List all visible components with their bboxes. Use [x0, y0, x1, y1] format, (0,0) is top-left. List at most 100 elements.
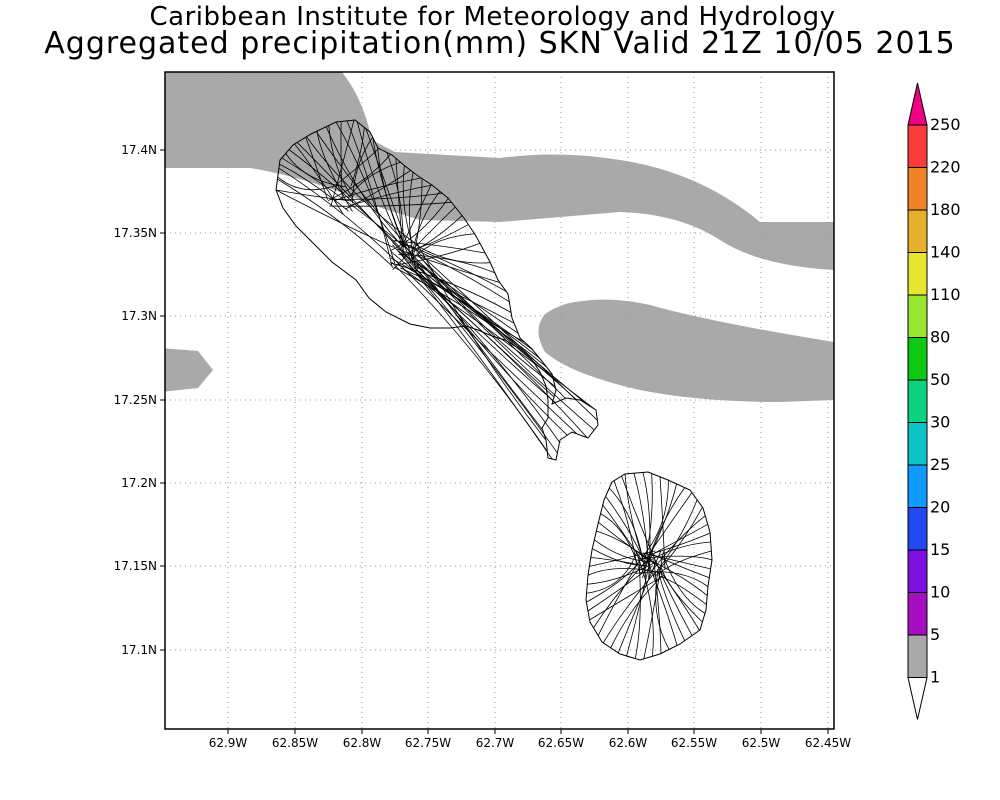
watershed-line — [587, 568, 658, 576]
watershed-line — [305, 137, 329, 200]
lon-tick-label: 62.45W — [805, 736, 851, 750]
watershed-line — [635, 550, 654, 657]
colorbar-level-label: 5 — [930, 625, 940, 644]
colorbar-swatch — [907, 422, 928, 466]
watershed-line — [400, 252, 560, 443]
watershed-line — [608, 487, 647, 580]
precip-band-north — [165, 72, 834, 270]
watershed-line — [613, 480, 637, 564]
watershed-line — [410, 233, 475, 262]
watershed-line — [397, 250, 519, 334]
watershed-line — [403, 269, 596, 410]
lat-tick-label: 17.25N — [114, 393, 157, 407]
watershed-line — [365, 128, 414, 260]
colorbar-swatch — [907, 592, 928, 636]
watershed-line — [624, 473, 643, 558]
colorbar-level-label: 10 — [930, 583, 950, 602]
watershed-line — [401, 240, 543, 431]
colorbar-swatch — [907, 507, 928, 551]
colorbar-level-label: 110 — [930, 285, 961, 304]
watershed-line — [275, 189, 352, 202]
watershed-line — [277, 178, 393, 267]
lat-tick-label: 17.4N — [121, 143, 157, 157]
watershed-line — [587, 565, 654, 612]
colorbar-swatch — [907, 337, 928, 381]
watershed-line — [407, 215, 463, 255]
watershed-line — [653, 554, 710, 579]
colorbar-swatch — [907, 464, 928, 508]
watershed-line — [626, 550, 653, 657]
lat-tick-label: 17.35N — [114, 226, 157, 240]
watershed-line — [592, 548, 648, 566]
lon-tick-label: 62.6W — [609, 736, 648, 750]
watershed-line — [316, 131, 353, 212]
watershed-line — [330, 192, 443, 200]
watershed-line — [391, 261, 548, 452]
watershed-line — [643, 480, 669, 556]
watershed-line — [589, 550, 656, 567]
colorbar-swatch — [907, 294, 928, 338]
watershed-line — [399, 240, 595, 431]
watershed-line — [602, 571, 656, 644]
watershed-line — [275, 189, 394, 248]
watershed-line — [392, 206, 456, 270]
lon-tick-label: 62.85W — [272, 736, 318, 750]
lon-tick-label: 62.9W — [209, 736, 248, 750]
nevis-outline — [585, 471, 713, 661]
watershed-line — [294, 143, 344, 215]
colorbar-level-label: 250 — [930, 115, 961, 134]
colorbar-level-label: 25 — [930, 455, 950, 474]
watershed-line — [605, 496, 644, 559]
watershed-line — [416, 252, 556, 387]
watershed-line — [279, 163, 349, 212]
watershed-line — [642, 552, 711, 570]
colorbar-swatch — [907, 634, 928, 678]
watershed-line — [396, 261, 578, 435]
watershed-line — [643, 553, 678, 646]
colorbar-level-label: 15 — [930, 540, 950, 559]
colorbar-min-arrow — [907, 677, 928, 720]
watershed-line — [396, 242, 481, 266]
watershed-line — [288, 149, 408, 255]
watershed-line — [349, 184, 433, 207]
precip-band-central — [538, 299, 834, 402]
chart-title: Caribbean Institute for Meteorology and … — [149, 2, 836, 32]
watershed-line — [277, 176, 333, 191]
watershed-line — [658, 568, 700, 631]
watershed-line — [654, 532, 711, 554]
watershed-line — [352, 136, 373, 204]
watershed-line — [610, 575, 663, 649]
watershed-line — [600, 513, 641, 575]
watershed-line — [392, 244, 558, 454]
watershed-line — [407, 251, 568, 436]
colorbar-level-label: 140 — [930, 243, 961, 262]
colorbar-swatch — [907, 124, 928, 168]
watershed-line — [334, 177, 422, 201]
lat-tick-label: 17.2N — [121, 476, 157, 490]
colorbar-level-label: 20 — [930, 498, 950, 517]
watershed-line — [278, 167, 399, 264]
latitude-axis: 17.4N 17.35N 17.3N 17.25N 17.2N 17.15N 17.1N — [114, 143, 165, 657]
watershed-line — [408, 264, 556, 403]
island-outlines — [275, 119, 713, 661]
watershed-line — [640, 483, 677, 575]
watershed-line — [396, 248, 500, 283]
chart-subtitle: Aggregated precipitation(mm) SKN Valid 2… — [44, 26, 956, 61]
colorbar-swatch — [907, 252, 928, 296]
watershed-line — [589, 575, 664, 621]
watershed-line — [418, 256, 566, 399]
colorbar-level-label: 80 — [930, 328, 950, 347]
watershed-line — [331, 148, 380, 189]
watershed-line — [285, 153, 346, 188]
watershed-line — [328, 125, 353, 198]
watershed-lines — [275, 120, 713, 659]
watershed-line — [653, 559, 662, 654]
colorbar-swatch — [907, 549, 928, 593]
precip-blob-west — [165, 348, 213, 392]
colorbar-level-label: 220 — [930, 158, 961, 177]
colorbar-level-label: 30 — [930, 413, 950, 432]
watershed-line — [602, 504, 644, 563]
watershed-line — [398, 254, 495, 274]
